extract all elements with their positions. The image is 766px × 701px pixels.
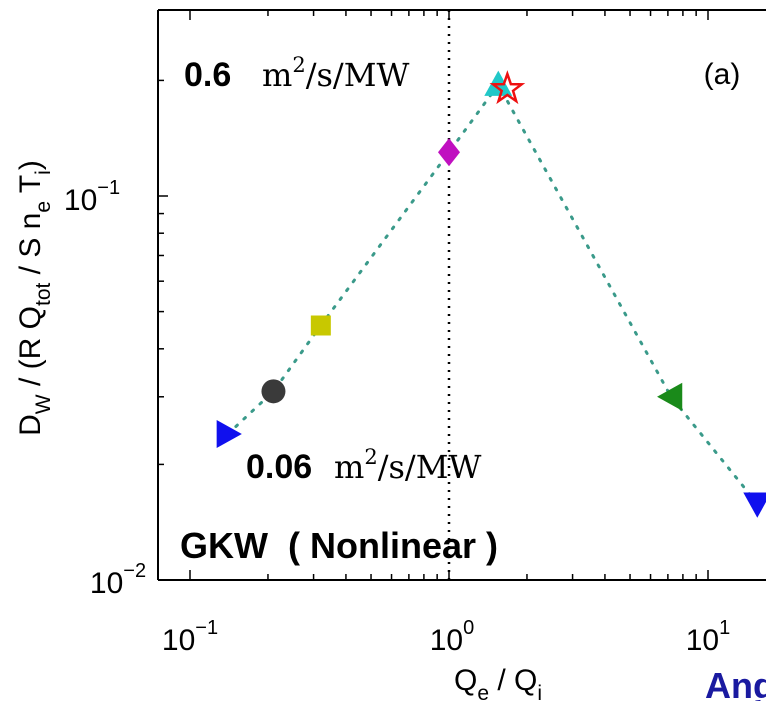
x-axis-label: Qe / Qi (454, 664, 542, 701)
tick-marks (158, 10, 709, 581)
data-point-diamond (438, 138, 460, 167)
data-point-triangle-right (216, 419, 242, 448)
x-tick-label: 101 (686, 617, 731, 657)
annotation-code-label: GKW ( Nonlinear ) (180, 525, 498, 566)
annotation-bottom-unit: m2/s/MW (334, 445, 481, 486)
data-markers (216, 70, 766, 518)
annotation-top-unit: m2/s/MW (262, 53, 409, 94)
annotation-bottom-value: 0.06 (246, 448, 312, 486)
data-point-square (310, 315, 331, 336)
y-tick-label: 10−1 (64, 177, 120, 217)
panel-label: (a) (704, 58, 741, 91)
annotation-top-value: 0.6 (184, 56, 231, 94)
data-point-triangle-down (743, 492, 766, 518)
x-tick-label: 100 (430, 617, 475, 657)
series-connector-line (226, 81, 759, 506)
corner-text: Ang (705, 665, 766, 701)
y-axis-label: DW / (R Qtot / S ne Ti) (14, 160, 55, 436)
data-point-circle (261, 379, 286, 404)
data-point-star (489, 70, 526, 105)
y-tick-label: 10−2 (90, 560, 146, 600)
x-tick-label: 10−1 (162, 617, 218, 657)
data-point-triangle-left (657, 382, 683, 411)
